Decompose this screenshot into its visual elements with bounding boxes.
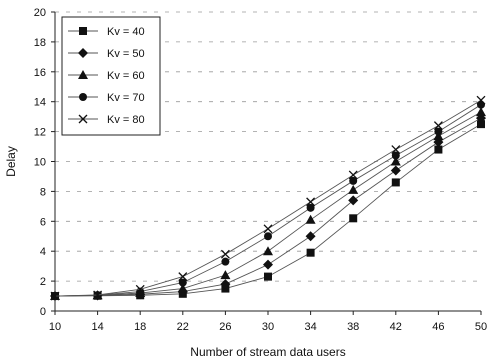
series-0-point-7 <box>349 214 358 223</box>
series-2-point-5 <box>263 246 273 256</box>
series-4-point-6 <box>306 197 316 207</box>
y-tick-label-7: 14 <box>34 97 46 109</box>
series-1-point-4 <box>220 279 231 290</box>
x-tick-label-4: 26 <box>219 321 231 333</box>
y-tick-label-5: 10 <box>34 157 46 169</box>
series-4-point-4 <box>220 249 230 259</box>
series-1-point-6 <box>305 231 316 242</box>
series-2-point-6 <box>305 214 316 224</box>
series-4-point-6-b <box>306 197 316 207</box>
series-1-point-5 <box>263 259 273 270</box>
series-3-point-3 <box>178 278 187 287</box>
series-0-point-10 <box>477 120 485 129</box>
series-2-point-8 <box>390 156 401 166</box>
series-4-point-0-b <box>50 291 60 301</box>
legend-marker-1 <box>78 48 88 58</box>
series-4-point-5-b <box>263 224 273 234</box>
x-tick-label-3: 22 <box>177 321 189 333</box>
series-4-point-8 <box>391 145 401 154</box>
series-3-point-9 <box>434 127 443 136</box>
y-tick-label-0: 0 <box>40 306 46 318</box>
legend-marker-2 <box>78 70 88 79</box>
series-2-point-4 <box>220 270 231 280</box>
y-tick-label-3: 6 <box>40 216 46 228</box>
x-tick-label-6: 34 <box>304 321 316 333</box>
y-tick-label-4: 8 <box>40 186 46 198</box>
series-3-point-5 <box>264 232 272 241</box>
series-3-point-6 <box>306 203 315 212</box>
series-0-point-9 <box>434 145 443 154</box>
series-0-point-6 <box>306 248 315 257</box>
series-4-point-2 <box>135 284 145 294</box>
x-tick-label-8: 42 <box>390 321 402 333</box>
series-line-0 <box>54 123 482 297</box>
y-tick-label-6: 12 <box>34 127 46 139</box>
x-tick-label-2: 18 <box>134 321 146 333</box>
series-4-point-9 <box>433 121 443 131</box>
legend-marker-4 <box>78 114 88 124</box>
legend-label-0: Kv = 40 <box>107 26 145 38</box>
series-4-point-7 <box>348 170 358 180</box>
y-tick-label-9: 18 <box>34 37 46 49</box>
series-group <box>50 95 486 302</box>
series-4-point-10 <box>476 95 486 105</box>
series-4-point-4-b <box>220 249 230 259</box>
legend-label-2: Kv = 60 <box>107 70 145 82</box>
legend-marker-4-b <box>78 114 88 124</box>
series-2-point-10 <box>476 107 486 117</box>
series-3-point-4 <box>221 257 230 266</box>
series-4-point-2-b <box>135 284 145 294</box>
y-tick-label-10: 20 <box>34 7 46 19</box>
series-4-point-9-b <box>433 121 443 131</box>
series-4-point-7-b <box>348 170 358 180</box>
series-2-point-3 <box>177 283 188 293</box>
series-4-point-3-b <box>178 272 188 282</box>
series-2-point-7 <box>348 184 359 194</box>
legend-marker-0 <box>79 27 87 35</box>
series-4-point-3 <box>178 272 188 282</box>
legend: Kv = 40 Kv = 50 Kv = 60 Kv = 70 Kv = 80 <box>61 16 161 136</box>
series-0-point-5 <box>264 272 272 281</box>
legend-marker-3 <box>79 93 87 101</box>
x-axis-label: Number of stream data users <box>190 345 345 359</box>
y-axis-label: Delay <box>4 146 18 177</box>
axes <box>51 11 482 315</box>
series-4-point-1-b <box>93 290 103 300</box>
legend-label-3: Kv = 70 <box>107 92 145 104</box>
legend-box <box>61 16 161 136</box>
series-1-point-8 <box>390 165 401 176</box>
x-tick-label-9: 46 <box>432 321 444 333</box>
series-0-point-8 <box>391 178 400 187</box>
series-4-point-1 <box>93 290 103 300</box>
x-tick-label-5: 30 <box>262 321 274 333</box>
series-4-point-0 <box>50 291 60 301</box>
x-tick-label-1: 14 <box>91 321 103 333</box>
series-3-point-7 <box>349 176 358 185</box>
series-3-point-8 <box>391 151 400 160</box>
legend-label-1: Kv = 50 <box>107 48 145 60</box>
series-4-point-5 <box>263 224 273 234</box>
y-tick-label-8: 16 <box>34 67 46 79</box>
legend-label-4: Kv = 80 <box>107 114 145 126</box>
x-tick-label-7: 38 <box>347 321 359 333</box>
series-1-point-7 <box>348 195 359 206</box>
series-4-point-10-b <box>476 95 486 105</box>
y-tick-label-1: 2 <box>40 276 46 288</box>
series-4-point-8-b <box>391 145 401 154</box>
y-tick-label-2: 4 <box>40 246 46 258</box>
x-tick-label-10: 50 <box>475 321 487 333</box>
x-tick-label-0: 10 <box>49 321 61 333</box>
